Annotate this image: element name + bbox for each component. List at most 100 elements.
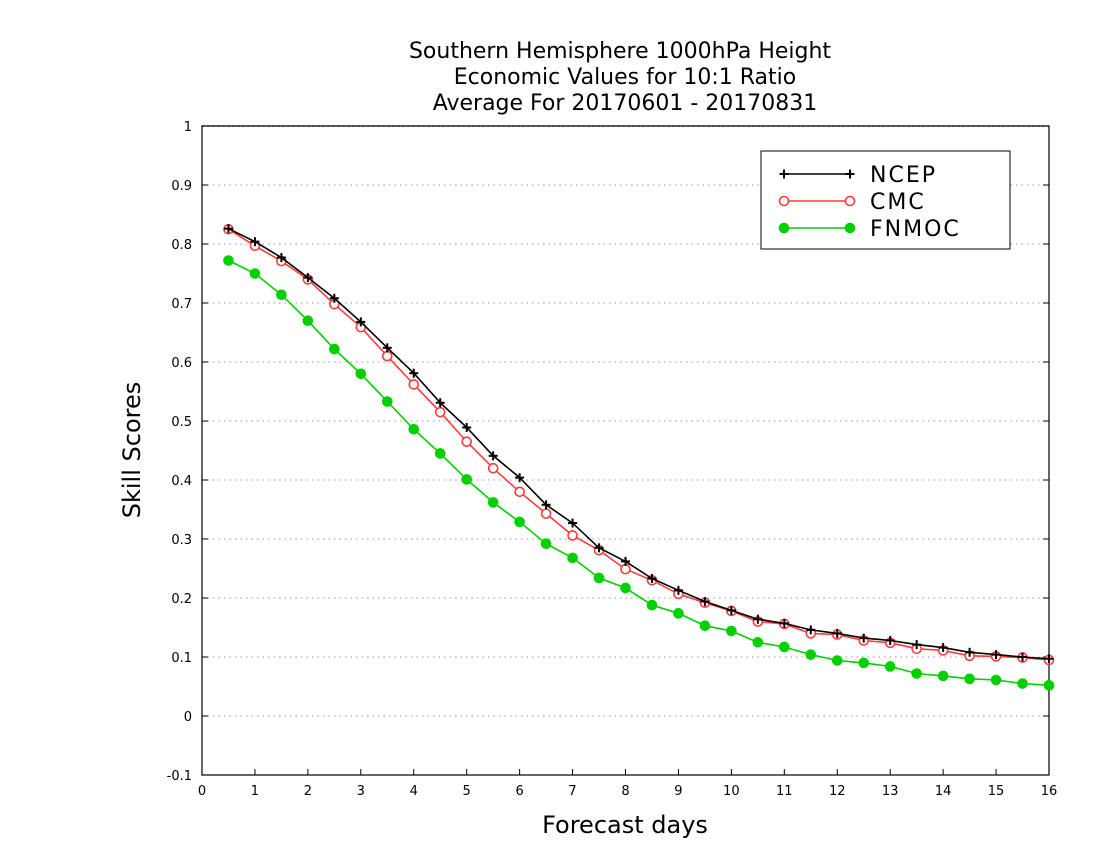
point-fnmoc bbox=[461, 474, 472, 485]
point-ncep bbox=[806, 625, 816, 635]
x-axis-tick-labels: 0 1 2 3 4 5 6 7 8 9 10 11 12 13 14 15 16 bbox=[198, 784, 1057, 799]
legend-item-fnmoc: FNMOC bbox=[778, 217, 959, 242]
series-line-cmc bbox=[228, 228, 1050, 661]
legend-label-ncep: NCEP bbox=[870, 163, 937, 188]
point-fnmoc bbox=[858, 657, 870, 669]
point-ncep bbox=[859, 633, 869, 643]
y-tick-label: 0.1 bbox=[171, 651, 192, 666]
chart-title-line-1: Southern Hemisphere 1000hPa Height bbox=[409, 39, 831, 64]
point-ncep bbox=[726, 605, 736, 615]
point-cmc bbox=[434, 406, 446, 418]
point-fnmoc bbox=[434, 448, 446, 459]
series-fnmoc bbox=[223, 255, 1055, 691]
point-ncep bbox=[1018, 652, 1028, 662]
series-layer bbox=[223, 223, 1055, 691]
point-fnmoc bbox=[779, 641, 790, 653]
point-fnmoc bbox=[487, 497, 499, 508]
point-cmc bbox=[514, 486, 525, 498]
point-fnmoc bbox=[699, 620, 711, 632]
x-tick-label: 3 bbox=[357, 784, 365, 799]
x-tick-label: 6 bbox=[515, 784, 523, 799]
y-axis-tick-labels: -0.1 0 0.1 0.2 0.3 0.4 0.5 0.6 0.7 0.8 0.9 1 bbox=[167, 120, 192, 784]
x-tick-label: 16 bbox=[1041, 784, 1058, 799]
point-ncep bbox=[938, 643, 948, 653]
point-ncep bbox=[303, 273, 313, 283]
point-ncep bbox=[991, 650, 1001, 660]
y-tick-label: 0 bbox=[184, 710, 192, 725]
point-fnmoc bbox=[593, 572, 605, 584]
series-ncep bbox=[223, 224, 1054, 664]
point-fnmoc bbox=[937, 670, 949, 682]
point-fnmoc bbox=[223, 255, 234, 266]
x-tick-label: 12 bbox=[829, 784, 846, 799]
point-ncep bbox=[541, 500, 551, 510]
y-tick-label: 0.4 bbox=[171, 474, 192, 489]
point-fnmoc bbox=[540, 538, 552, 550]
point-ncep bbox=[488, 451, 498, 461]
point-fnmoc bbox=[1043, 680, 1055, 691]
point-fnmoc bbox=[990, 674, 1002, 686]
y-tick-label: 0.9 bbox=[171, 179, 192, 194]
point-ncep bbox=[329, 293, 339, 303]
chart-title-line-2: Economic Values for 10:1 Ratio bbox=[454, 65, 796, 90]
point-fnmoc bbox=[620, 582, 631, 594]
legend-label-cmc: CMC bbox=[870, 190, 926, 215]
point-ncep bbox=[885, 635, 895, 645]
point-fnmoc bbox=[381, 396, 393, 407]
x-tick-label: 14 bbox=[935, 784, 952, 799]
point-fnmoc bbox=[514, 516, 525, 528]
legend-marker-fnmoc bbox=[778, 222, 790, 234]
point-fnmoc bbox=[805, 649, 817, 660]
x-tick-label: 9 bbox=[674, 784, 682, 799]
y-tick-label: 0.2 bbox=[171, 592, 192, 607]
point-fnmoc bbox=[567, 552, 578, 564]
point-ncep bbox=[382, 343, 392, 353]
point-ncep bbox=[647, 574, 657, 584]
point-fnmoc bbox=[673, 608, 684, 619]
y-tick-label: 0.5 bbox=[171, 415, 192, 430]
x-tick-label: 7 bbox=[568, 784, 576, 799]
point-fnmoc bbox=[408, 423, 420, 435]
x-tick-label: 4 bbox=[410, 784, 418, 799]
x-tick-label: 15 bbox=[988, 784, 1005, 799]
legend-box bbox=[760, 150, 1011, 250]
series-line-ncep bbox=[228, 227, 1050, 660]
point-fnmoc bbox=[831, 655, 843, 666]
point-ncep bbox=[223, 224, 233, 234]
x-tick-label: 5 bbox=[463, 784, 471, 799]
point-ncep bbox=[753, 614, 763, 624]
x-tick-label: 11 bbox=[776, 784, 793, 799]
point-ncep bbox=[250, 237, 260, 247]
point-cmc bbox=[381, 350, 393, 362]
point-fnmoc bbox=[302, 315, 314, 327]
point-fnmoc bbox=[276, 289, 287, 301]
point-fnmoc bbox=[1017, 678, 1028, 689]
y-tick-label: 0.3 bbox=[171, 533, 192, 548]
legend-marker-cmc bbox=[844, 195, 856, 207]
point-fnmoc bbox=[329, 343, 340, 355]
x-tick-label: 13 bbox=[882, 784, 899, 799]
point-cmc bbox=[540, 508, 552, 519]
legend-marker-cmc bbox=[778, 195, 790, 207]
point-fnmoc bbox=[646, 599, 658, 611]
legend-marker-ncep bbox=[845, 169, 855, 179]
point-ncep bbox=[435, 398, 445, 408]
legend-marker-fnmoc bbox=[844, 222, 856, 234]
legend-item-ncep: NCEP bbox=[779, 163, 937, 188]
legend-item-cmc: CMC bbox=[778, 190, 926, 215]
y-axis-label: Skill Scores bbox=[118, 382, 146, 519]
point-ncep bbox=[276, 253, 286, 263]
point-ncep bbox=[594, 543, 604, 553]
x-tick-label: 8 bbox=[621, 784, 629, 799]
x-tick-label: 10 bbox=[723, 784, 740, 799]
point-fnmoc bbox=[249, 268, 261, 279]
point-fnmoc bbox=[752, 636, 764, 648]
point-ncep bbox=[409, 368, 419, 378]
point-ncep bbox=[568, 518, 578, 528]
point-ncep bbox=[673, 585, 683, 595]
point-ncep bbox=[462, 422, 472, 432]
point-fnmoc bbox=[726, 625, 737, 637]
x-tick-label: 0 bbox=[198, 784, 206, 799]
